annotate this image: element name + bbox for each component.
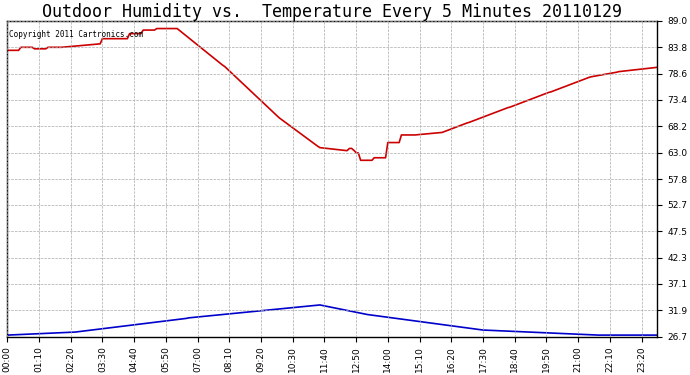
Text: Copyright 2011 Cartronics.com: Copyright 2011 Cartronics.com [9, 30, 144, 39]
Title: Outdoor Humidity vs.  Temperature Every 5 Minutes 20110129: Outdoor Humidity vs. Temperature Every 5… [42, 3, 622, 21]
